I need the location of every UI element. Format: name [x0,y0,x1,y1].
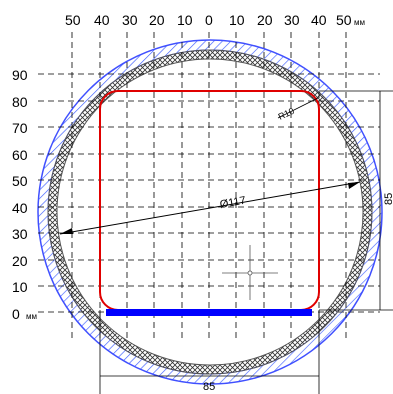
top-tick-label: 40 [94,12,110,28]
top-tick-label: 0 [205,12,213,28]
top-tick-label: 50 [336,12,352,28]
diameter-label: Ø117 [219,195,247,211]
width-label: 85 [203,381,215,393]
top-unit-label: мм [354,18,365,27]
top-axis: 50 40 30 20 10 0 10 20 30 40 50 мм [65,12,365,28]
left-unit-label: мм [26,312,37,321]
top-tick-label: 20 [257,12,273,28]
top-tick-label: 20 [149,12,165,28]
left-tick-label: 0 [12,306,20,322]
left-tick-label: 60 [12,147,28,163]
left-axis: 90 80 70 60 50 40 30 20 10 0 мм [12,67,37,322]
top-tick-label: 30 [284,12,300,28]
width-dimension [99,310,320,394]
left-tick-label: 90 [12,67,28,83]
left-tick-label: 70 [12,120,28,136]
top-tick-label: 10 [229,12,245,28]
top-tick-label: 30 [122,12,138,28]
insulation-ring [47,49,373,375]
center-marker [222,245,278,300]
left-tick-label: 50 [12,173,28,189]
left-tick-label: 20 [12,253,28,269]
height-dimension [319,90,393,311]
height-label: 85 [383,193,393,205]
top-tick-label: 40 [311,12,327,28]
diameter-dimension: Ø117 [59,181,361,235]
left-tick-label: 40 [12,200,28,216]
top-tick-label: 10 [177,12,193,28]
top-tick-label: 50 [65,12,81,28]
left-tick-label: 80 [12,94,28,110]
base-bar [106,309,312,316]
left-tick-label: 10 [12,279,28,295]
left-tick-label: 30 [12,226,28,242]
